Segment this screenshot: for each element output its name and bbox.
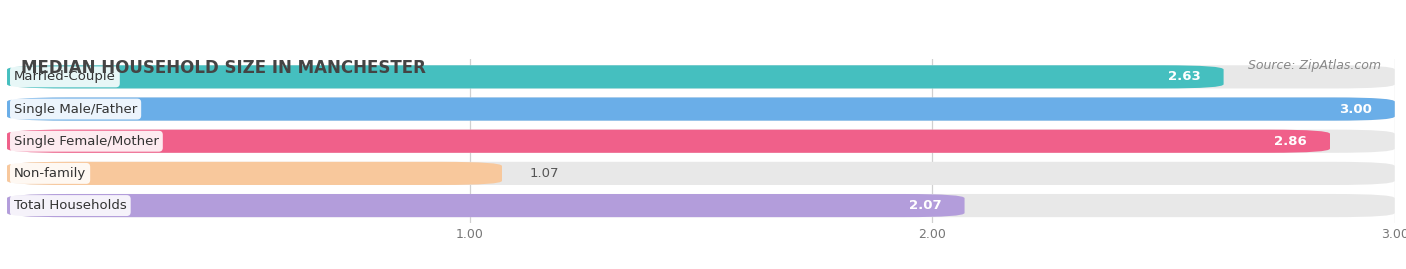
FancyBboxPatch shape [7,162,1395,185]
FancyBboxPatch shape [7,97,1395,121]
Text: 3.00: 3.00 [1339,102,1372,116]
FancyBboxPatch shape [7,97,1395,121]
FancyBboxPatch shape [7,130,1395,153]
FancyBboxPatch shape [7,194,1395,217]
FancyBboxPatch shape [7,65,1223,89]
Text: Source: ZipAtlas.com: Source: ZipAtlas.com [1249,59,1381,72]
Text: 2.63: 2.63 [1168,70,1201,83]
FancyBboxPatch shape [7,162,502,185]
Text: Total Households: Total Households [14,199,127,212]
Text: Non-family: Non-family [14,167,86,180]
Text: Single Female/Mother: Single Female/Mother [14,135,159,148]
Text: 2.86: 2.86 [1274,135,1306,148]
Text: MEDIAN HOUSEHOLD SIZE IN MANCHESTER: MEDIAN HOUSEHOLD SIZE IN MANCHESTER [21,59,426,77]
FancyBboxPatch shape [7,65,1395,89]
Text: Married-Couple: Married-Couple [14,70,115,83]
FancyBboxPatch shape [7,130,1330,153]
FancyBboxPatch shape [7,194,965,217]
Text: 2.07: 2.07 [908,199,942,212]
Text: 1.07: 1.07 [530,167,560,180]
Text: Single Male/Father: Single Male/Father [14,102,138,116]
